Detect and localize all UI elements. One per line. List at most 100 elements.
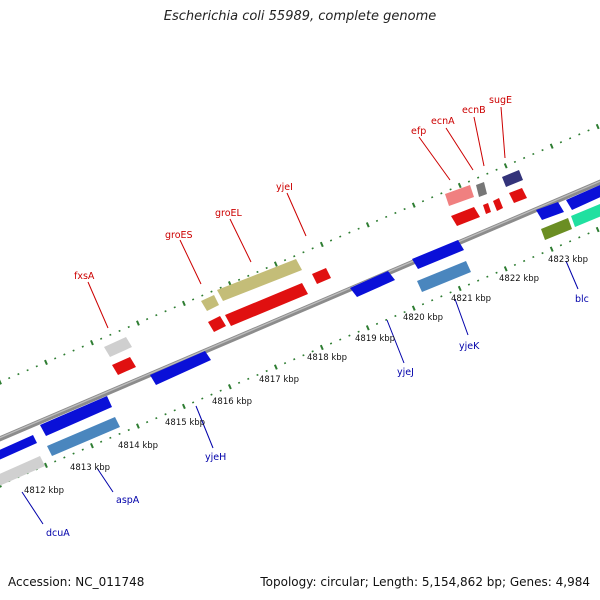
genome-backbone-highlight [0,180,600,439]
tick-label: 4818 kbp [307,353,347,363]
tick-minor [8,376,11,380]
gene-forward-right-1[interactable] [536,202,564,220]
leader-dcuA [21,491,44,525]
tick-minor [449,188,452,191]
gene-forward-aspA-region[interactable] [40,396,112,436]
label-yjeH: yjeH [205,452,226,463]
gene-red-ecnB[interactable] [493,198,503,211]
tick-minor [219,286,222,289]
label-fxsA: fxsA [74,271,95,282]
gene-blc-region[interactable] [571,204,600,227]
tick-minor [578,236,581,239]
tick-label: 4819 kbp [355,334,395,344]
tick-minor [375,322,379,325]
tick-minor [145,421,149,424]
gene-efp[interactable] [445,185,474,206]
tick-minor [329,239,333,242]
tick-major [595,226,600,233]
gene-red-groES[interactable] [208,316,226,332]
tick-minor [63,353,66,356]
gene-red-sugE[interactable] [509,188,527,203]
tick-minor [486,172,489,175]
gene-forward-right-2[interactable] [566,185,600,210]
gene-olive[interactable] [541,218,572,240]
tick-minor [357,227,360,230]
tick-minor [513,263,517,266]
gene-yjeK[interactable] [412,240,464,269]
tick-minor [486,275,489,278]
tick-minor [302,354,305,357]
label-efp: efp [411,126,426,137]
tick-minor [201,397,204,400]
tick-minor [256,270,259,274]
tick-label: 4820 kbp [403,313,443,323]
tick-minor [477,279,480,282]
gene-forward-small-1[interactable] [150,351,211,385]
tick-minor [17,373,20,376]
gene-dcuA[interactable] [0,456,45,486]
tick-label: 4812 kbp [24,486,64,496]
tick-major [411,202,416,208]
tick-minor [348,334,351,337]
tick-major [273,261,278,267]
leader-groES [179,239,202,285]
tick-major [503,266,508,272]
tick-minor [118,432,121,435]
tick-minor [293,358,296,361]
gene-red-groEL[interactable] [225,283,308,326]
tick-minor [522,259,526,263]
tick-major [365,325,370,331]
tick-minor [440,295,443,298]
tick-major [90,443,94,449]
gene-forward-yjeJ-region[interactable] [350,271,395,297]
gene-red-ecnA[interactable] [483,203,491,214]
tick-major [503,163,508,169]
label-ecnA: ecnA [431,116,455,127]
gene-red-yjeI[interactable] [312,268,331,284]
gene-groEL[interactable] [217,259,302,301]
tick-minor [302,251,305,254]
tick-minor [541,149,544,152]
gene-red-fxsA[interactable] [112,357,136,375]
tick-major [457,182,462,189]
tick-minor [329,342,333,345]
gene-groES[interactable] [201,295,219,311]
tick-minor [293,255,296,258]
gene-yjeK-reverse[interactable] [417,261,471,292]
gene-forward-left[interactable] [0,435,37,460]
label-yjeK: yjeK [459,341,480,352]
label-ecnB: ecnB [462,105,486,116]
tick-minor [210,393,213,396]
tick-minor [127,325,130,329]
tick-minor [155,314,158,317]
tick-minor [394,314,397,318]
label-groEL: groEL [215,208,243,219]
label-blc: blc [575,294,589,305]
forward-genes [0,170,600,460]
gene-aspA[interactable] [47,417,120,456]
tick-minor [495,271,498,274]
gene-red-efp[interactable] [451,207,480,226]
tick-minor [237,381,241,384]
leader-groEL [229,218,252,263]
tick-minor [283,362,287,365]
tick-major [0,482,2,488]
tick-minor [385,215,388,219]
label-aspA: aspA [116,495,140,506]
tick-major [90,340,94,346]
tick-major [136,423,140,429]
gene-fxsA[interactable] [104,337,132,357]
tick-label: 4821 kbp [451,294,491,304]
tick-label: 4813 kbp [70,463,110,473]
tick-major [365,222,370,228]
tick-major [182,300,186,307]
tick-minor [35,365,38,368]
tick-minor [201,294,204,297]
bottom-gene-labels: dcuA aspA yjeH yjeJ yjeK blc [46,294,589,539]
tick-minor [532,152,535,156]
label-groES: groES [165,230,193,241]
tick-label: 4817 kbp [259,375,299,385]
tick-minor [72,452,75,455]
gene-ecnB[interactable] [476,182,487,197]
gene-sugE[interactable] [502,170,523,187]
